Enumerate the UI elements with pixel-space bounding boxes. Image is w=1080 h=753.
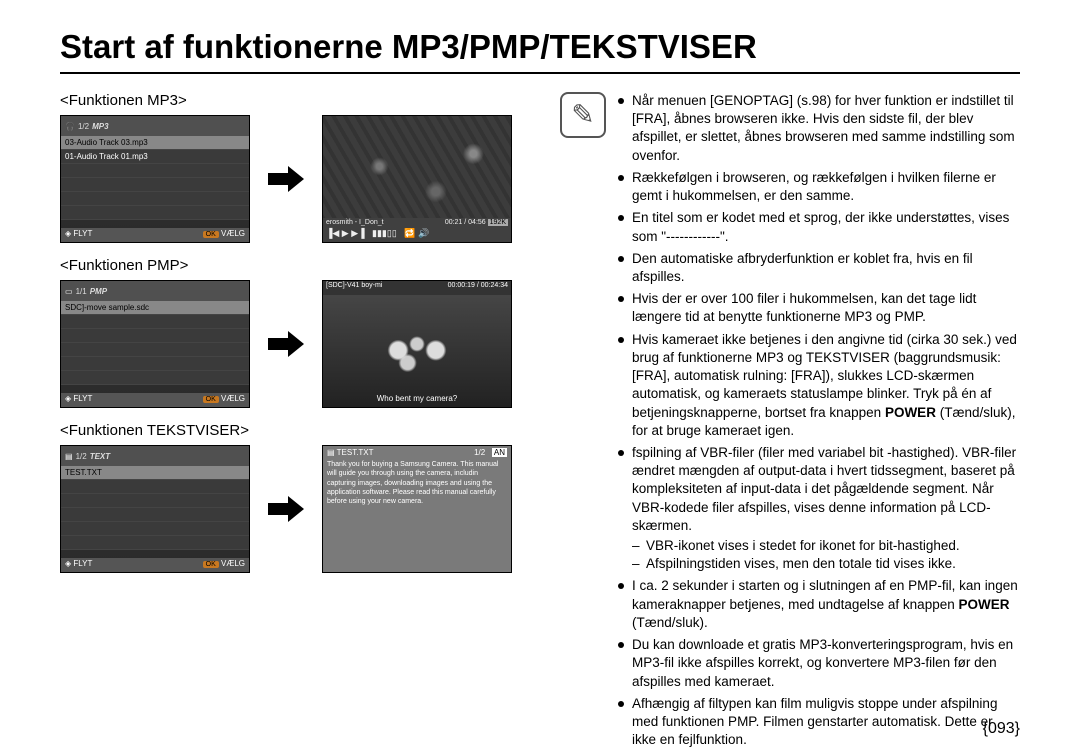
list-item xyxy=(61,164,249,178)
list-item xyxy=(61,343,249,357)
list-item xyxy=(61,508,249,522)
note-subitem: Afspilningstiden vises, men den totale t… xyxy=(632,555,1020,573)
list-item: 03-Audio Track 03.mp3 xyxy=(61,136,249,150)
pmp-section-label: <Funktionen PMP> xyxy=(60,257,530,274)
list-item xyxy=(61,315,249,329)
text-row: ▤ 1/2 TEXT TEST.TXT ◈ FLYT OK VÆLG ▤ TES xyxy=(60,445,530,573)
list-item xyxy=(61,329,249,343)
note-item: Hvis der er over 100 filer i hukommelsen… xyxy=(616,290,1020,326)
footer-flyt: FLYT xyxy=(73,559,92,568)
note-item: En titel som er kodet med et sprog, der … xyxy=(616,209,1020,245)
footer-vaelg: VÆLG xyxy=(221,394,245,403)
video-title: [SDC]-V41 boy-mi xyxy=(326,282,382,294)
player-controls: ▐◀ ▶ ▶▐ ▮▮▮▯▯ 🔁 🔊 xyxy=(326,228,429,239)
note-subitem: VBR-ikonet vises i stedet for ikonet for… xyxy=(632,537,1020,555)
mp3-logo: MP3 xyxy=(92,122,108,131)
ok-button: OK xyxy=(203,231,219,238)
page-number: {093} xyxy=(983,720,1020,738)
move-icon: ◈ xyxy=(65,394,71,403)
video-caption: Who bent my camera? xyxy=(323,394,511,403)
mp3-list-screenshot: 🎧 1/2 MP3 03-Audio Track 03.mp3 01-Audio… xyxy=(60,115,250,243)
list-item xyxy=(61,357,249,371)
pmp-playback-screenshot: [SDC]-V41 boy-mi 00:00:19 / 00:24:34 Who… xyxy=(322,280,512,408)
list-item xyxy=(61,178,249,192)
note-item: Rækkefølgen i browseren, og rækkefølgen … xyxy=(616,169,1020,205)
list-item: SDC]-move sample.sdc xyxy=(61,301,249,315)
note-item: I ca. 2 sekunder i starten og i slutning… xyxy=(616,577,1020,632)
arrow-icon xyxy=(268,498,304,520)
text-counter: 1/2 xyxy=(76,452,87,461)
move-icon: ◈ xyxy=(65,229,71,238)
list-item: TEST.TXT xyxy=(61,466,249,480)
move-icon: ◈ xyxy=(65,559,71,568)
note-item: Afhængig af filtypen kan film muligvis s… xyxy=(616,695,1020,750)
list-item xyxy=(61,494,249,508)
track-time: 00:21 / 04:56 xyxy=(445,219,486,226)
bitrate: 192K xyxy=(488,219,508,226)
video-time: 00:00:19 / 00:24:34 xyxy=(448,282,508,294)
text-view-screenshot: ▤ TEST.TXT 1/2 AN Thank you for buying a… xyxy=(322,445,512,573)
note-item: Når menuen [GENOPTAG] (s.98) for hver fu… xyxy=(616,92,1020,165)
mp3-playback-screenshot: erosmith - I_Don_t 00:21 / 04:56 192K ▐◀ … xyxy=(322,115,512,243)
footer-vaelg: VÆLG xyxy=(221,559,245,568)
ok-button: OK xyxy=(203,396,219,403)
track-title: erosmith - I_Don_t xyxy=(326,219,384,226)
text-lang: AN xyxy=(492,448,507,457)
footer-flyt: FLYT xyxy=(73,394,92,403)
note-icon: ✎ xyxy=(560,92,606,138)
page-title: Start af funktionerne MP3/PMP/TEKSTVISER xyxy=(60,28,1020,74)
arrow-icon xyxy=(268,168,304,190)
list-item xyxy=(61,522,249,536)
note-item: Den automatiske afbryderfunktion er kobl… xyxy=(616,250,1020,286)
content-area: <Funktionen MP3> 🎧 1/2 MP3 03-Audio Trac… xyxy=(60,92,1020,753)
pmp-row: ▭ 1/1 PMP SDC]-move sample.sdc ◈ FLYT OK… xyxy=(60,280,530,408)
film-icon: ▭ xyxy=(65,287,73,296)
text-list-screenshot: ▤ 1/2 TEXT TEST.TXT ◈ FLYT OK VÆLG xyxy=(60,445,250,573)
pmp-list-screenshot: ▭ 1/1 PMP SDC]-move sample.sdc ◈ FLYT OK… xyxy=(60,280,250,408)
note-item: fspilning af VBR-filer (filer med variab… xyxy=(616,444,1020,574)
screenshots-column: <Funktionen MP3> 🎧 1/2 MP3 03-Audio Trac… xyxy=(60,92,530,753)
text-page: 1/2 xyxy=(474,448,485,457)
list-item xyxy=(61,536,249,550)
footer-flyt: FLYT xyxy=(73,229,92,238)
mp3-row: 🎧 1/2 MP3 03-Audio Track 03.mp3 01-Audio… xyxy=(60,115,530,243)
list-item xyxy=(61,480,249,494)
footer-vaelg: VÆLG xyxy=(221,229,245,238)
arrow-icon xyxy=(268,333,304,355)
list-item xyxy=(61,192,249,206)
list-item xyxy=(61,206,249,220)
text-section-label: <Funktionen TEKSTVISER> xyxy=(60,422,530,439)
ok-button: OK xyxy=(203,561,219,568)
note-item: Hvis kameraet ikke betjenes i den angivn… xyxy=(616,331,1020,440)
note-item: Du kan downloade et gratis MP3-konverter… xyxy=(616,636,1020,691)
headphone-icon: 🎧 xyxy=(65,122,75,131)
text-logo: TEXT xyxy=(90,452,110,461)
pmp-logo: PMP xyxy=(90,287,107,296)
mp3-counter: 1/2 xyxy=(78,122,89,131)
text-icon: ▤ xyxy=(65,452,73,461)
notes-column: ✎ Når menuen [GENOPTAG] (s.98) for hver … xyxy=(560,92,1020,753)
list-item: 01-Audio Track 01.mp3 xyxy=(61,150,249,164)
pmp-counter: 1/1 xyxy=(76,287,87,296)
notes-list: Når menuen [GENOPTAG] (s.98) for hver fu… xyxy=(616,92,1020,753)
mp3-section-label: <Funktionen MP3> xyxy=(60,92,530,109)
text-file: TEST.TXT xyxy=(337,448,374,457)
text-body: Thank you for buying a Samsung Camera. T… xyxy=(327,460,507,505)
list-item xyxy=(61,371,249,385)
